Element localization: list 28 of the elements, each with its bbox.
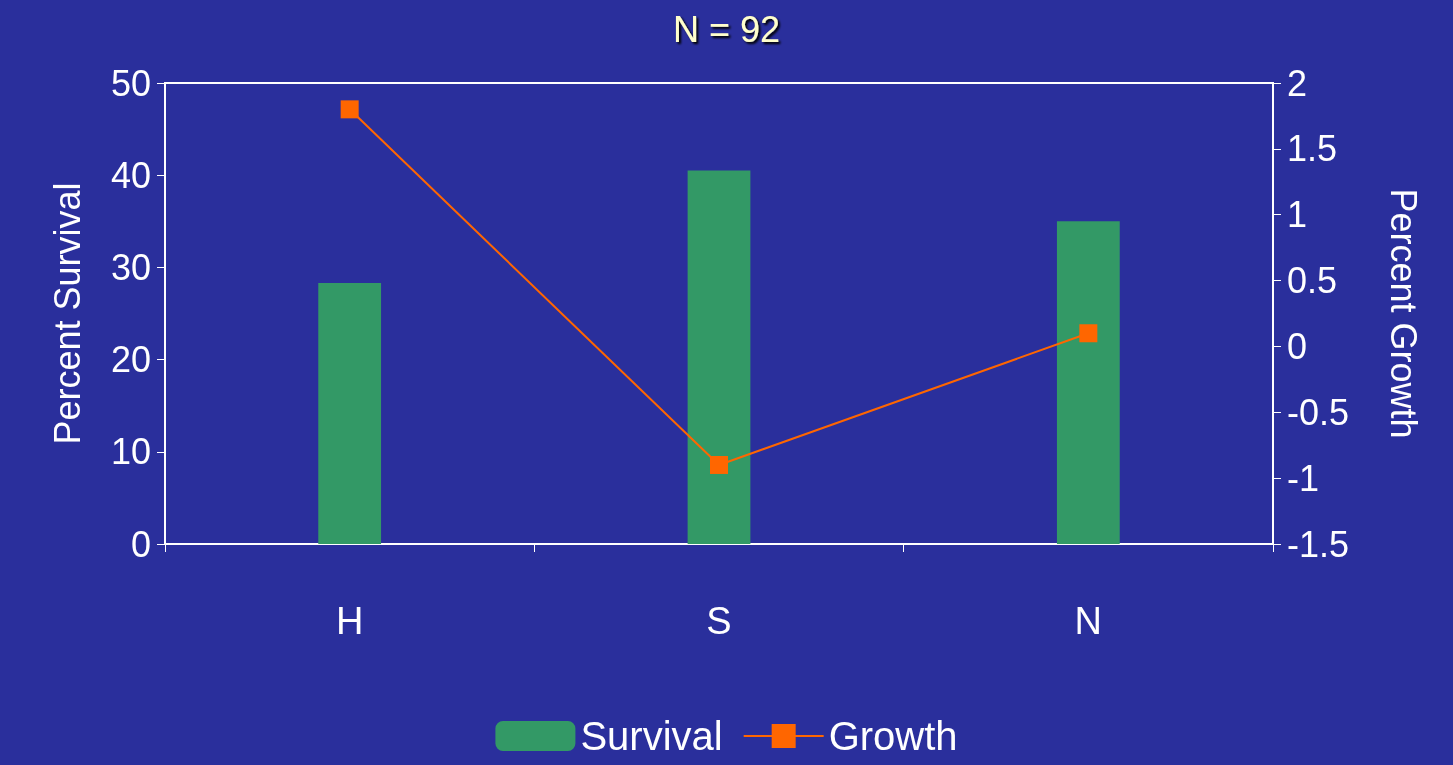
x-tick-label: N [1074,600,1103,642]
bar [318,283,382,544]
y-tick-label: 0 [130,523,151,565]
y2-tick-label: 1 [1287,194,1308,236]
x-tick-label: S [706,600,732,642]
y-tick-label: 20 [110,339,151,381]
y-tick-label: 50 [110,62,151,104]
point [710,455,728,474]
y-tick-label: 30 [110,246,151,288]
legend-label: Survival [580,714,723,758]
bar [1056,221,1120,544]
chart-title: N = 92 [672,8,781,50]
y-tick-label: 40 [110,154,151,196]
y2-tick-label: 0 [1287,325,1308,367]
y-axis-title: Percent Survival [46,182,88,445]
bar [687,170,751,544]
y2-tick-label: -1 [1287,457,1320,499]
y2-tick-label: -0.5 [1287,391,1350,433]
y-tick-label: 10 [110,431,151,473]
y2-tick-label: -1.5 [1287,523,1350,565]
y2-axis-title: Percent Growth [1382,188,1424,439]
legend-label: Growth [828,714,958,758]
point [340,100,359,119]
y2-tick-label: 0.5 [1287,260,1338,302]
y2-tick-label: 1.5 [1287,128,1338,170]
point [1079,324,1098,343]
y2-tick-label: 2 [1287,62,1308,104]
x-tick-label: H [335,600,364,642]
